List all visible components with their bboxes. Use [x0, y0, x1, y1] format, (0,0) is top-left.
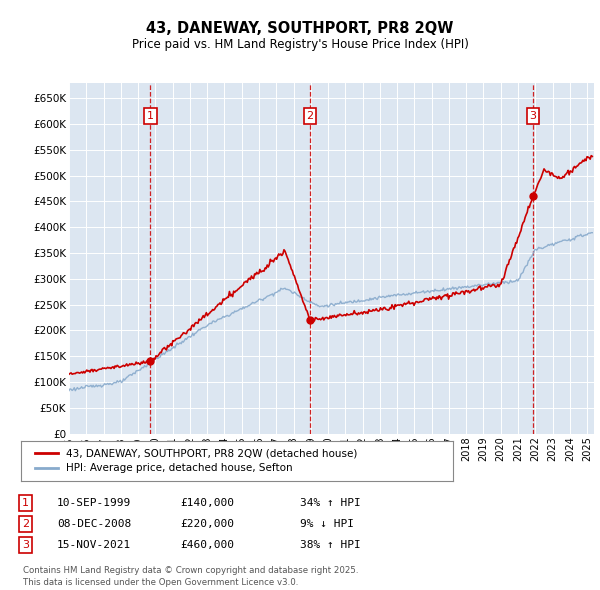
Text: 3: 3 [530, 111, 536, 121]
Text: 1: 1 [22, 498, 29, 507]
Legend: 43, DANEWAY, SOUTHPORT, PR8 2QW (detached house), HPI: Average price, detached h: 43, DANEWAY, SOUTHPORT, PR8 2QW (detache… [31, 444, 361, 477]
Text: 3: 3 [22, 540, 29, 550]
Text: 34% ↑ HPI: 34% ↑ HPI [300, 498, 361, 507]
Text: 15-NOV-2021: 15-NOV-2021 [57, 540, 131, 550]
Text: 38% ↑ HPI: 38% ↑ HPI [300, 540, 361, 550]
Text: 2: 2 [307, 111, 314, 121]
Text: 10-SEP-1999: 10-SEP-1999 [57, 498, 131, 507]
Text: Contains HM Land Registry data © Crown copyright and database right 2025.
This d: Contains HM Land Registry data © Crown c… [23, 566, 358, 587]
Text: 43, DANEWAY, SOUTHPORT, PR8 2QW: 43, DANEWAY, SOUTHPORT, PR8 2QW [146, 21, 454, 35]
Text: 1: 1 [147, 111, 154, 121]
Text: 08-DEC-2008: 08-DEC-2008 [57, 519, 131, 529]
Text: £140,000: £140,000 [180, 498, 234, 507]
Text: Price paid vs. HM Land Registry's House Price Index (HPI): Price paid vs. HM Land Registry's House … [131, 38, 469, 51]
Text: 9% ↓ HPI: 9% ↓ HPI [300, 519, 354, 529]
Text: 2: 2 [22, 519, 29, 529]
Text: £220,000: £220,000 [180, 519, 234, 529]
Text: £460,000: £460,000 [180, 540, 234, 550]
